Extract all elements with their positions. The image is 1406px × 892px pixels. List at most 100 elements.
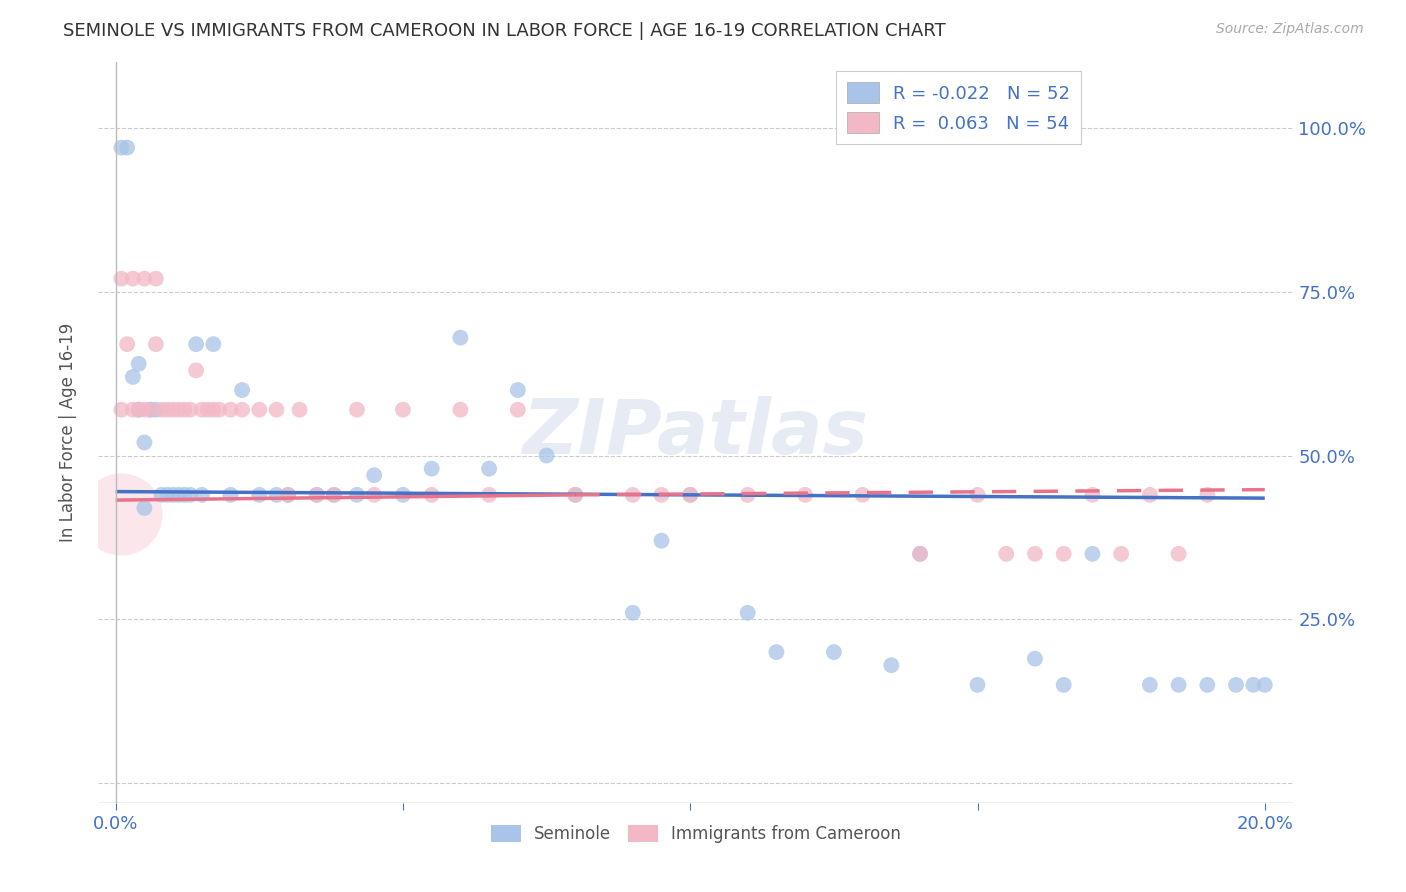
Point (363, 488, 385, 502)
Point (536, 449, 558, 463)
Point (1139, 678, 1161, 692)
Point (650, 488, 672, 502)
Point (115, 337, 138, 351)
Point (179, 402, 201, 417)
Point (1254, 678, 1277, 692)
Point (219, 488, 242, 502)
Point (110, 508, 132, 522)
Point (128, 357, 150, 371)
Point (1024, 547, 1046, 561)
Point (852, 488, 875, 502)
Point (150, 488, 173, 502)
Point (122, 402, 145, 417)
Point (765, 645, 787, 659)
Point (110, 271, 132, 285)
Point (794, 488, 817, 502)
Point (966, 678, 988, 692)
Point (880, 658, 903, 673)
Point (128, 402, 150, 417)
Point (323, 488, 346, 502)
Point (564, 488, 586, 502)
Point (679, 488, 702, 502)
Point (266, 402, 288, 417)
Point (392, 488, 415, 502)
Point (449, 330, 471, 344)
Point (247, 488, 270, 502)
Point (122, 370, 145, 384)
Point (1225, 678, 1247, 692)
Point (1024, 651, 1046, 665)
Point (208, 402, 231, 417)
Point (621, 488, 644, 502)
Y-axis label: In Labor Force | Age 16-19: In Labor Force | Age 16-19 (59, 323, 77, 542)
Point (1081, 488, 1104, 502)
Point (1167, 678, 1189, 692)
Point (679, 488, 702, 502)
Point (202, 337, 225, 351)
Point (139, 402, 162, 417)
Point (1139, 488, 1161, 502)
Point (277, 488, 299, 502)
Point (197, 402, 219, 417)
Point (179, 488, 201, 502)
Point (156, 488, 179, 502)
Point (478, 461, 501, 475)
Point (966, 488, 988, 502)
Point (122, 271, 145, 285)
Point (1053, 547, 1076, 561)
Point (184, 337, 207, 351)
Point (156, 402, 179, 417)
Point (173, 488, 195, 502)
Point (134, 271, 156, 285)
Point (1081, 547, 1104, 561)
Point (621, 606, 644, 620)
Point (115, 140, 138, 154)
Point (288, 402, 311, 417)
Point (1197, 488, 1219, 502)
Point (346, 402, 368, 417)
Point (134, 435, 156, 450)
Point (1197, 678, 1219, 692)
Point (167, 488, 190, 502)
Point (150, 402, 173, 417)
Point (995, 547, 1018, 561)
Point (420, 461, 443, 475)
Point (162, 488, 184, 502)
Point (650, 533, 672, 548)
Point (392, 402, 415, 417)
Point (737, 606, 759, 620)
Point (305, 488, 328, 502)
Point (346, 488, 368, 502)
Point (145, 271, 167, 285)
Point (110, 402, 132, 417)
Point (184, 363, 207, 377)
Point (1241, 678, 1264, 692)
Text: SEMINOLE VS IMMIGRANTS FROM CAMEROON IN LABOR FORCE | AGE 16-19 CORRELATION CHAR: SEMINOLE VS IMMIGRANTS FROM CAMEROON IN … (63, 22, 946, 40)
Point (162, 402, 184, 417)
Point (737, 488, 759, 502)
Point (110, 140, 132, 154)
Point (506, 402, 529, 417)
Point (145, 402, 167, 417)
Point (363, 468, 385, 483)
Text: Source: ZipAtlas.com: Source: ZipAtlas.com (1216, 22, 1364, 37)
Point (173, 402, 195, 417)
Point (478, 488, 501, 502)
Point (202, 402, 225, 417)
Point (191, 402, 214, 417)
Point (134, 500, 156, 515)
Point (128, 402, 150, 417)
Point (134, 402, 156, 417)
Point (564, 488, 586, 502)
Point (219, 402, 242, 417)
Point (823, 645, 845, 659)
Point (908, 547, 931, 561)
Point (908, 547, 931, 561)
Point (266, 488, 288, 502)
Point (139, 402, 162, 417)
Point (247, 402, 270, 417)
Point (191, 488, 214, 502)
Point (1109, 547, 1132, 561)
Text: ZIPatlas: ZIPatlas (523, 396, 869, 469)
Point (145, 337, 167, 351)
